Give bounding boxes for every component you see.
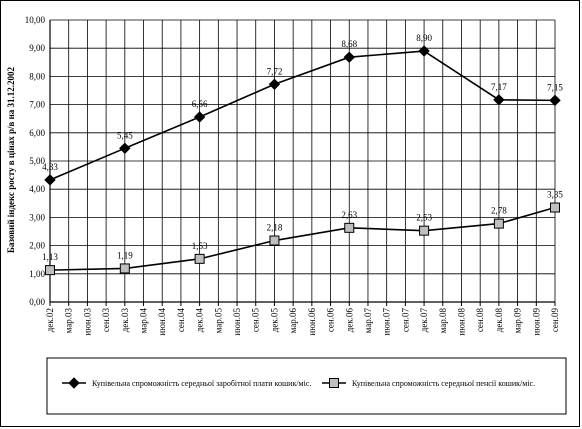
x-tick-label: мар.06 [288,308,298,334]
legend-marker-square [329,378,339,388]
data-point-square [45,265,55,276]
data-point-diamond [418,45,430,57]
y-tick-label: 6,00 [29,128,45,138]
legend-label: Купівельна спроможність середньої заробі… [92,379,311,388]
data-point-square [493,218,504,229]
data-label: 6,56 [192,99,208,109]
y-tick-label: 5,00 [29,156,45,166]
data-point-square [550,202,560,213]
x-tick-label: мар.07 [363,308,373,334]
y-tick-label: 7,00 [29,100,45,110]
data-point-diamond [193,111,206,123]
y-axis: 0,00 1,00 2,00 3,00 4,00 5,00 6,00 7,00 8,00 9,00… [25,15,51,307]
data-label: 2,18 [267,223,283,233]
data-label: 2,63 [341,210,357,220]
x-tick-label: июн.09 [531,308,541,336]
y-tick-label: 3,00 [29,212,45,222]
data-point-diamond [493,94,505,106]
data-label: 5,45 [117,130,133,140]
data-label: 8,68 [341,39,357,49]
x-axis: дек.02 мар.03 июн.03 сен.03 дек.03 мар.04 июн.… [45,301,560,336]
x-tick-label: сен.08 [475,308,485,333]
series-group [44,45,561,276]
x-tick-label: сен.03 [101,308,111,333]
x-tick-label: сен.07 [400,308,410,333]
x-tick-label: мар.09 [513,308,523,334]
x-tick-label: июн.06 [307,308,317,336]
data-label: 2,53 [416,213,432,223]
data-label: 4,33 [42,162,58,172]
legend-label: Купівельна спроможність середньої пенсії… [352,379,535,388]
data-label: 1,13 [42,252,58,262]
data-label: 7,72 [267,66,283,76]
x-tick-label: мар.04 [139,308,149,334]
legend-box [46,357,567,415]
series-line-1 [49,50,556,181]
y-tick-label: 0,00 [29,297,45,307]
y-tick-label: 1,00 [29,269,45,279]
x-tick-label: мар.08 [438,308,448,334]
data-label: 2,78 [491,206,507,216]
data-label: 1,19 [117,250,133,260]
data-point-square [344,222,355,233]
x-tick-label: июн.03 [82,308,92,336]
legend-marker-diamond [68,377,80,389]
data-point-square [419,225,430,236]
data-point-square [269,235,280,246]
data-point-square [194,253,205,264]
x-tick-label: сен.05 [251,308,261,333]
y-tick-label: 10,00 [25,15,46,25]
y-tick-label: 4,00 [29,184,45,194]
data-label: 8,90 [416,33,432,43]
x-tick-label: сен.09 [550,308,560,333]
data-point-diamond [343,51,355,63]
data-label: 7,15 [547,82,563,92]
x-tick-label: мар.03 [64,308,74,334]
data-point-diamond [44,174,56,186]
x-tick-label: дек.02 [45,308,55,332]
y-tick-label: 8,00 [29,71,45,81]
data-point-diamond [268,78,281,91]
y-tick-label: 2,00 [29,241,45,251]
x-tick-label: дек.06 [344,308,354,333]
series-line-2 [49,206,556,271]
y-tick-label: 9,00 [29,43,45,53]
data-label: 1,53 [192,241,208,251]
data-label: 7,17 [491,82,507,92]
x-tick-label: сен.04 [176,308,186,333]
x-tick-label: июн.07 [382,308,392,336]
x-tick-label: дек.07 [419,308,429,333]
x-tick-label: дек.08 [494,308,504,333]
x-tick-label: июн.08 [456,308,466,336]
y-axis-title: Базовий індекс росту в цінах р/в на 31.1… [6,66,16,253]
x-tick-label: мар.05 [213,308,223,334]
legend: Купівельна спроможність середньої заробі… [46,357,567,415]
x-tick-label: июн.04 [157,308,167,336]
data-labels: 4,33 5,45 6,56 7,72 8,68 8,90 7,17 7,15 1,13 1,19… [42,33,563,262]
data-point-diamond [549,94,561,107]
x-tick-label: дек.05 [269,308,279,333]
x-tick-label: июн.05 [232,308,242,336]
data-label: 3,35 [547,190,563,200]
x-tick-label: дек.03 [120,308,130,333]
x-tick-label: сен.06 [326,308,336,333]
data-point-diamond [119,142,131,155]
data-point-square [119,263,130,274]
x-tick-label: дек.04 [195,308,205,333]
